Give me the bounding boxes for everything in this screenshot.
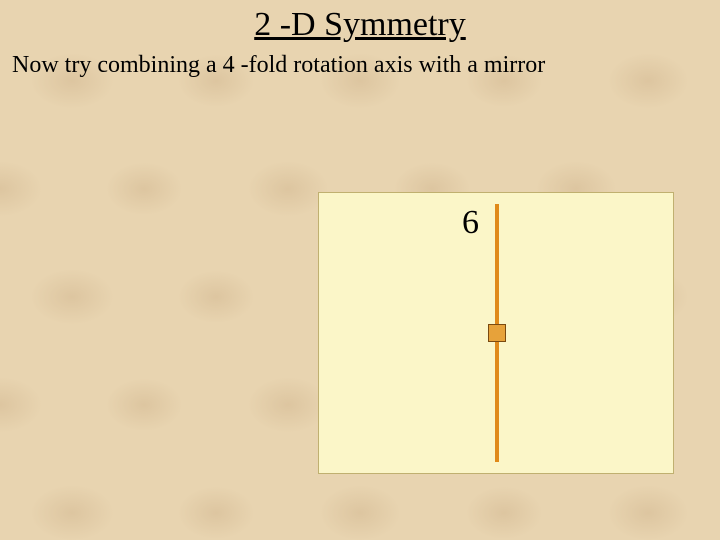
rotation-center-marker: [488, 324, 506, 342]
slide-subtitle: Now try combining a 4 -fold rotation axi…: [12, 52, 545, 79]
slide-title: 2 -D Symmetry: [0, 6, 720, 44]
motif-label: 6: [462, 204, 479, 242]
